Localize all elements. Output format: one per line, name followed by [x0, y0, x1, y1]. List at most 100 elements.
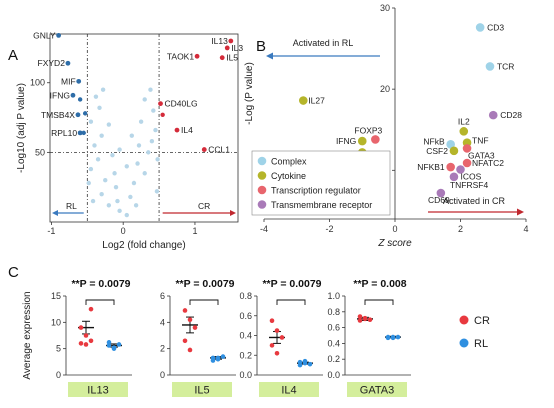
expression-y-tick-label: 0.8 [327, 307, 340, 317]
upstream-label-il27: IL27 [308, 96, 325, 106]
expression-y-tick-label: 0.4 [239, 331, 252, 341]
upstream-arrow-left-label: Activated in RL [293, 38, 354, 48]
upstream-x-tick-label: -4 [260, 224, 268, 234]
expression-gene-box [68, 382, 128, 397]
volcano-label-taok1: TAOK1 [167, 51, 195, 61]
volcano-point [142, 97, 147, 102]
upstream-x-tick-label: -2 [325, 224, 333, 234]
volcano-label-il4: IL4 [181, 125, 193, 135]
volcano-point [103, 178, 108, 183]
expression-y-tick-label: 0.2 [327, 354, 340, 364]
volcano-label-fxyd2: FXYD2 [38, 58, 66, 68]
expression-significance-bracket [276, 299, 306, 305]
volcano-point-ifng [70, 92, 76, 98]
upstream-label-nfkb: NFkB [423, 136, 445, 146]
volcano-x-tick-label: 0 [121, 226, 126, 236]
upstream-label-il2: IL2 [458, 116, 470, 126]
upstream-label-foxp3: FOXP3 [354, 125, 382, 135]
expression-y-tick-label: 0 [56, 370, 61, 380]
upstream-legend-marker-complex [257, 156, 267, 166]
expression-y-tick-label: 15 [51, 291, 61, 301]
upstream-y-tick-label: 30 [380, 3, 390, 13]
expression-point-rl [116, 342, 122, 347]
upstream-label-csf2: CSF2 [426, 146, 448, 156]
expression-point-rl [106, 340, 112, 345]
panel-b-upstream-regulators: -4-2024102030Z score-Log (P value)Activa… [244, 3, 529, 249]
panel-label-b: B [256, 38, 266, 55]
expression-y-tick-label: 0.8 [239, 291, 252, 301]
expression-y-tick-label: 4 [160, 317, 165, 327]
upstream-legend-marker-tf [257, 185, 267, 195]
volcano-point [88, 119, 94, 124]
volcano-point [128, 194, 133, 200]
volcano-point-il13 [228, 38, 234, 44]
volcano-point [149, 139, 155, 144]
upstream-label-nfatc2: NFATC2 [472, 158, 504, 168]
volcano-point [113, 184, 119, 190]
upstream-legend-label-tm: Transmembrane receptor [271, 200, 372, 210]
upstream-label-nfkb1: NFKB1 [417, 162, 445, 172]
expression-point-cr [274, 328, 280, 333]
volcano-point [124, 164, 129, 169]
volcano-plot-frame [49, 33, 239, 223]
upstream-x-tick-label: 0 [392, 224, 397, 234]
expression-point-cr [83, 342, 89, 347]
upstream-label-cd3: CD3 [487, 22, 504, 32]
volcano-point-fxyd2 [65, 60, 71, 66]
expression-gene-label: IL13 [87, 385, 108, 397]
volcano-label-cd40lg: CD40LG [165, 99, 198, 109]
expression-panel-gata3: 0.0 0.2 0.4 0.6 0.8 1.0 **P = 0.008 GATA3 [327, 278, 411, 397]
expression-point-cr [83, 333, 89, 338]
volcano-point [92, 143, 97, 148]
upstream-point-icos [456, 165, 465, 174]
upstream-x-tick-label: 2 [458, 224, 463, 234]
expression-point-cr [182, 338, 188, 344]
volcano-point-gnly [56, 32, 62, 38]
expression-gene-box [347, 382, 407, 397]
upstream-legend-label-complex: Complex [271, 157, 307, 167]
expression-gene-label: GATA3 [360, 385, 394, 397]
volcano-point [153, 127, 158, 133]
upstream-label-ifng: IFNG [336, 136, 356, 146]
expression-point-rl [307, 361, 313, 367]
panel-label-a: A [8, 47, 18, 64]
volcano-point [97, 105, 102, 111]
upstream-point-il27 [299, 96, 308, 105]
expression-point-rl [106, 343, 112, 348]
volcano-label-ifng: IFNG [50, 90, 70, 100]
expression-point-cr [78, 341, 84, 346]
volcano-point-tmsb4x [75, 112, 81, 118]
volcano-label-il13: IL13 [211, 36, 228, 46]
upstream-label-tnfrsf4: TNFRSF4 [450, 180, 489, 190]
expression-point-cr [274, 350, 280, 356]
upstream-point-gata3 [462, 144, 472, 153]
volcano-point [86, 180, 91, 186]
volcano-point [138, 119, 144, 124]
upstream-x-axis-label: Z score [377, 238, 412, 249]
upstream-label-cd69: CD69 [428, 195, 450, 205]
volcano-point [112, 171, 117, 176]
volcano-label-tmsb4x: TMSB4X [41, 110, 75, 120]
upstream-label-tnf: TNF [472, 136, 489, 146]
expression-legend-marker-rl [459, 338, 469, 348]
volcano-y-tick-label: 50 [35, 147, 45, 157]
upstream-point-nfkb1 [446, 162, 455, 172]
volcano-point [131, 180, 137, 186]
expression-gene-box [259, 382, 319, 397]
volcano-point [110, 152, 115, 158]
volcano-point [129, 133, 135, 138]
volcano-label-ccl1: CCL1 [208, 145, 230, 155]
expression-point-cr [269, 318, 275, 323]
expression-point-rl [297, 362, 303, 368]
volcano-point [93, 94, 99, 99]
expression-point-cr [269, 343, 275, 348]
upstream-label-tcr: TCR [497, 61, 514, 71]
upstream-label-cd28: CD28 [500, 110, 522, 120]
expression-significance-bracket [85, 299, 115, 305]
upstream-arrow-left-head [266, 52, 273, 60]
volcano-point [135, 161, 140, 166]
upstream-point-ifng [357, 136, 367, 146]
volcano-point [160, 112, 165, 117]
expression-point-cr [187, 317, 193, 323]
